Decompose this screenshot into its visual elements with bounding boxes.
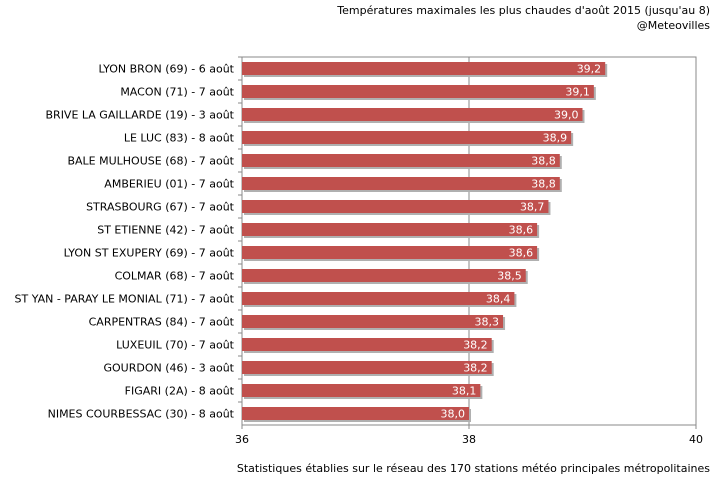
bar bbox=[242, 246, 538, 259]
chart-footer: Statistiques établies sur le réseau des … bbox=[236, 462, 710, 475]
bar bbox=[242, 292, 515, 305]
data-label: 38,5 bbox=[497, 270, 522, 283]
category-label: BRIVE LA GAILLARDE (19) - 3 août bbox=[46, 109, 235, 122]
category-label: CARPENTRAS (84) - 7 août bbox=[89, 316, 235, 329]
data-label: 39,2 bbox=[577, 63, 602, 76]
bar bbox=[242, 223, 538, 236]
category-label: NIMES COURBESSAC (30) - 8 août bbox=[48, 408, 235, 421]
category-label: MACON (71) - 7 août bbox=[120, 86, 234, 99]
category-label: COLMAR (68) - 7 août bbox=[115, 270, 235, 283]
bar bbox=[242, 384, 481, 397]
x-tick-label: 40 bbox=[689, 433, 703, 446]
bar bbox=[242, 315, 504, 328]
category-label: ST YAN - PARAY LE MONIAL (71) - 7 août bbox=[15, 293, 235, 306]
x-tick-label: 38 bbox=[462, 433, 476, 446]
data-label: 39,1 bbox=[565, 86, 590, 99]
category-label: FIGARI (2A) - 8 août bbox=[125, 385, 235, 398]
data-label: 38,3 bbox=[475, 316, 500, 329]
category-label: LE LUC (83) - 8 août bbox=[124, 132, 235, 145]
bar bbox=[242, 85, 594, 98]
data-label: 39,0 bbox=[554, 109, 579, 122]
category-label: STRASBOURG (67) - 7 août bbox=[86, 201, 235, 214]
data-label: 38,2 bbox=[463, 339, 488, 352]
bar bbox=[242, 200, 549, 213]
bar bbox=[242, 361, 492, 374]
bar bbox=[242, 108, 583, 121]
chart-title-block: Températures maximales les plus chaudes … bbox=[337, 3, 710, 33]
data-label: 38,2 bbox=[463, 362, 488, 375]
category-label: GOURDON (46) - 3 août bbox=[103, 362, 234, 375]
data-label: 38,8 bbox=[531, 178, 556, 191]
bar bbox=[242, 407, 469, 420]
category-label: AMBERIEU (01) - 7 août bbox=[104, 178, 234, 191]
category-label: LYON BRON (69) - 6 août bbox=[98, 63, 234, 76]
data-label: 38,6 bbox=[509, 247, 534, 260]
data-label: 38,0 bbox=[441, 408, 466, 421]
bar bbox=[242, 154, 560, 167]
data-label: 38,9 bbox=[543, 132, 568, 145]
bar bbox=[242, 177, 560, 190]
data-label: 38,1 bbox=[452, 385, 477, 398]
data-label: 38,4 bbox=[486, 293, 511, 306]
chart-title: Températures maximales les plus chaudes … bbox=[337, 4, 710, 17]
bar bbox=[242, 338, 492, 351]
bar bbox=[242, 62, 606, 75]
category-label: LYON ST EXUPERY (69) - 7 août bbox=[64, 247, 235, 260]
category-label: BALE MULHOUSE (68) - 7 août bbox=[67, 155, 234, 168]
bar bbox=[242, 269, 526, 282]
category-label: LUXEUIL (70) - 7 août bbox=[116, 339, 235, 352]
category-label: ST ETIENNE (42) - 7 août bbox=[97, 224, 234, 237]
x-tick-label: 36 bbox=[235, 433, 249, 446]
bar bbox=[242, 131, 572, 144]
data-label: 38,6 bbox=[509, 224, 534, 237]
data-label: 38,7 bbox=[520, 201, 545, 214]
chart-subtitle: @Meteovilles bbox=[636, 19, 710, 32]
data-label: 38,8 bbox=[531, 155, 556, 168]
